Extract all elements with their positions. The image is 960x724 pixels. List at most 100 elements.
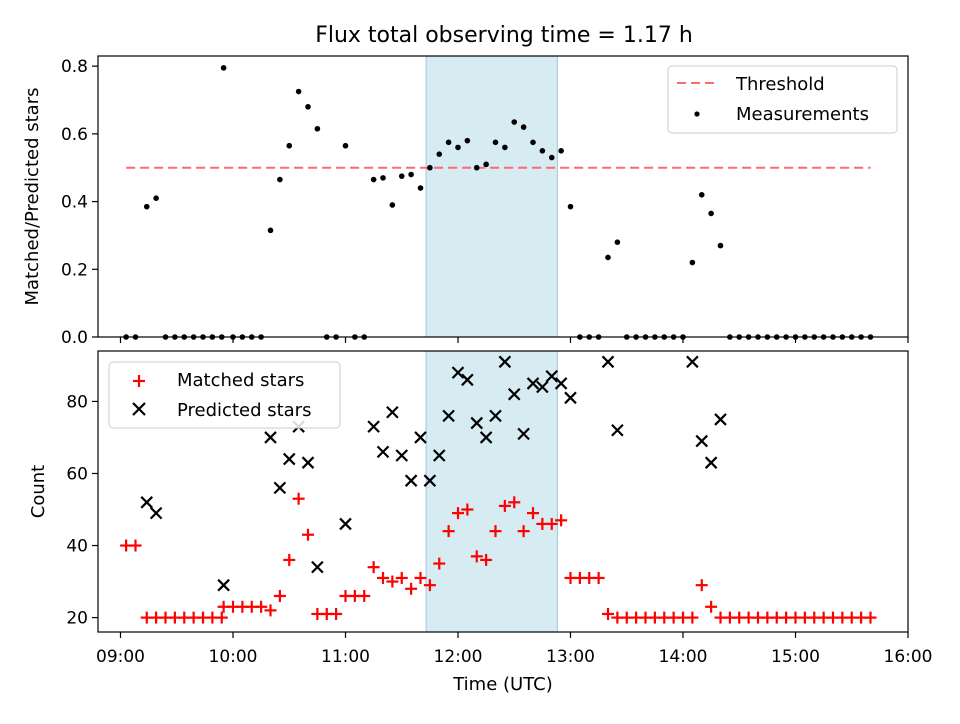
predicted-star-point: [217, 578, 230, 592]
matched-star-point: [358, 589, 371, 602]
matched-star-point: [433, 557, 446, 570]
measurement-point: [717, 242, 724, 249]
measurement-point: [398, 173, 405, 179]
measurement-point: [445, 139, 452, 146]
measurement-point: [455, 144, 461, 151]
x-tick-label: 11:00: [321, 647, 370, 667]
matched-star-point: [414, 571, 427, 584]
matched-star-point: [480, 553, 493, 566]
predicted-star-point: [264, 431, 277, 444]
matched-star-point: [695, 579, 708, 592]
predicted-star-point: [432, 449, 446, 462]
matched-star-point: [367, 561, 380, 574]
top-y-tick-label: 0.0: [61, 328, 88, 348]
predicted-star-point: [311, 560, 324, 574]
matched-star-point: [602, 607, 614, 620]
matched-star-point: [527, 507, 539, 520]
chart-title: Flux total observing time = 1.17 h: [315, 23, 693, 48]
matched-star-point: [555, 514, 568, 527]
measurement-point: [511, 119, 518, 125]
matched-star-point: [255, 600, 268, 613]
measurement-point: [295, 88, 302, 95]
matched-star-point: [592, 571, 605, 584]
predicted-star-point: [507, 387, 521, 401]
measurement-point: [548, 154, 555, 161]
threshold-legend-label: Threshold: [735, 74, 825, 95]
matched-legend-label: Matched stars: [177, 370, 304, 391]
measurement-point: [305, 103, 311, 110]
predicted-star-point: [395, 449, 409, 462]
predicted-star-point: [404, 474, 418, 487]
measurement-point: [530, 139, 536, 146]
predicted-star-point: [470, 416, 484, 430]
matched-star-point: [470, 550, 483, 563]
top-y-axis-label: Matched/Predicted stars: [22, 88, 43, 306]
predicted-legend-label: Predicted stars: [177, 400, 311, 421]
predicted-star-point: [301, 456, 315, 469]
x-tick-label: 16:00: [884, 647, 933, 667]
predicted-star-point: [686, 355, 699, 369]
bottom-y-axis-label: Count: [28, 465, 49, 518]
bottom-plot-frame: [97, 350, 909, 633]
measurement-point: [380, 175, 386, 181]
measurement-point: [286, 142, 293, 149]
measurement-point: [708, 210, 714, 217]
matched-star-point: [129, 539, 142, 552]
x-tick-label: 12:00: [434, 647, 483, 667]
predicted-star-point: [140, 496, 154, 509]
matched-star-point: [705, 600, 718, 613]
matched-star-point: [302, 528, 314, 541]
measurement-point: [277, 176, 283, 183]
measurement-point: [689, 259, 696, 266]
predicted-star-point: [526, 377, 540, 390]
matched-star-point: [377, 571, 389, 584]
predicted-star-point: [714, 413, 727, 426]
predicted-star-point: [386, 405, 399, 419]
predicted-star-point: [489, 409, 502, 423]
x-tick-label: 13:00: [546, 647, 595, 667]
top-legend-box: [667, 65, 898, 134]
bottom-legend: Matched stars Predicted stars: [108, 361, 341, 429]
predicted-star-point: [149, 506, 163, 520]
top-y-tick-label: 0.8: [61, 57, 88, 77]
top-y-tick-label: 0.4: [61, 193, 88, 213]
matched-star-point: [498, 499, 511, 512]
x-axis-label: Time (UTC): [452, 674, 553, 695]
measurement-point: [436, 151, 443, 157]
x-axis: 09:00 10:00 11:00 12:00 13:00 14:00 15:00 16:00: [96, 337, 933, 667]
predicted-legend-swatch: [132, 402, 146, 416]
predicted-star-point: [451, 366, 465, 379]
measurement-point: [502, 144, 508, 151]
matched-star-point: [517, 525, 530, 538]
matched-star-point: [273, 589, 286, 602]
bottom-y-tick-label: 20: [66, 609, 88, 629]
measurement-point: [314, 125, 321, 132]
measurement-point: [698, 192, 705, 198]
top-y-tick-label: 0.6: [61, 125, 88, 145]
measurement-point: [427, 164, 433, 171]
matched-star-point: [330, 607, 343, 620]
measurement-point: [267, 227, 274, 234]
top-y-axis: 0.0 0.2 0.4 0.6 0.8: [61, 57, 98, 348]
measurement-point: [605, 254, 611, 261]
predicted-star-point: [601, 355, 615, 369]
predicted-star-point: [611, 423, 624, 437]
bottom-y-axis: 20 40 60 80: [66, 392, 98, 629]
matched-star-point: [864, 611, 877, 624]
matched-star-point: [215, 611, 228, 624]
top-y-tick-label: 0.2: [61, 260, 88, 280]
measurement-point: [614, 239, 621, 246]
predicted-star-point: [498, 355, 512, 369]
matched-star-point: [489, 525, 502, 538]
matched-stars-series: [120, 492, 877, 624]
predicted-star-point: [479, 431, 493, 444]
top-plot-frame: [97, 55, 909, 338]
measurement-point: [417, 185, 424, 191]
bottom-y-tick-label: 60: [66, 464, 88, 484]
matched-star-point: [423, 579, 436, 592]
measurement-point: [389, 202, 396, 208]
predicted-star-point: [704, 456, 718, 469]
measurement-point: [473, 164, 480, 171]
predicted-star-point: [423, 474, 437, 487]
matched-star-point: [452, 507, 464, 520]
